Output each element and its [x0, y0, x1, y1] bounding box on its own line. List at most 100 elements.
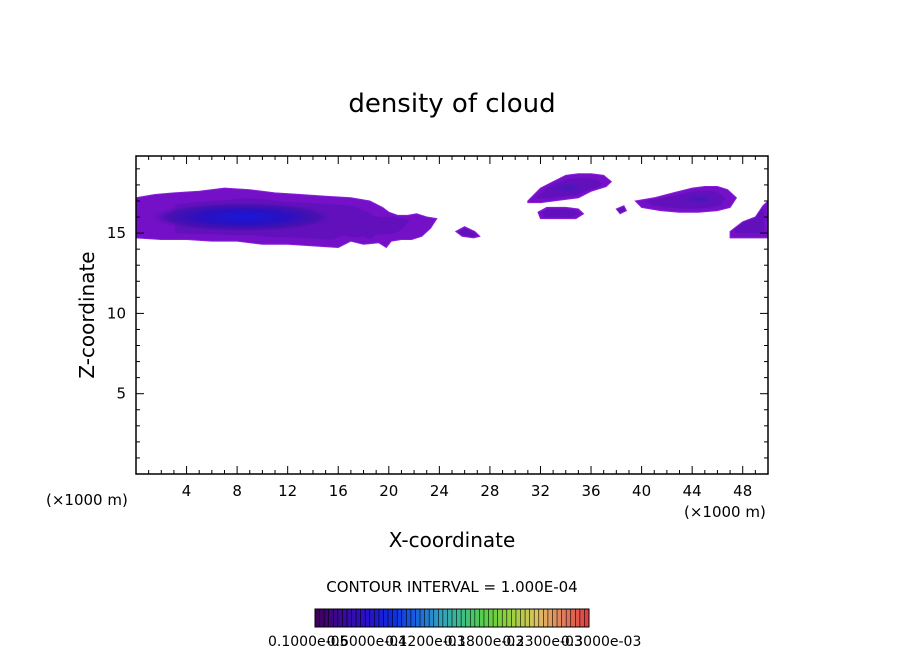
colorbar-cell — [488, 609, 494, 627]
colorbar-cell — [383, 609, 389, 627]
x-tick-label: 32 — [531, 482, 550, 500]
colorbar-cell — [337, 609, 343, 627]
cloud-region-5-inner — [617, 206, 626, 213]
cloud-region-2-inner — [458, 228, 477, 237]
colorbar-cell — [570, 609, 576, 627]
colorbar-cell — [552, 609, 558, 627]
colorbar-cell — [525, 609, 530, 627]
y-tick-label: 5 — [116, 385, 126, 403]
colorbar-cell — [333, 609, 339, 627]
colorbar-label: 0.3000e-03 — [561, 634, 641, 650]
colorbar-cell — [410, 609, 416, 627]
colorbar-frame — [314, 608, 590, 628]
cloud-core-1 — [148, 201, 339, 233]
colorbar-cell — [529, 609, 535, 627]
colorbar-cell — [369, 609, 375, 627]
colorbar-label: 0.2300e-03 — [502, 634, 582, 650]
colorbar-cell — [575, 609, 581, 627]
colorbar-cell — [515, 609, 521, 627]
chart-title: density of cloud — [348, 89, 555, 119]
cloud-region-7-inner — [734, 207, 765, 234]
colorbar-cell — [474, 609, 480, 627]
colorbar-cell — [346, 609, 352, 627]
colorbar-cell — [356, 609, 361, 627]
colorbar-cell — [378, 609, 384, 627]
colorbar-cell — [319, 609, 325, 627]
colorbar-cell — [424, 609, 430, 627]
x-tick-label: 20 — [379, 482, 398, 500]
x-tick-label: 36 — [581, 482, 600, 500]
colorbar-cell — [374, 609, 380, 627]
colorbar-labels: 0.1000e-050.6000e-040.1200e-030.1800e-03… — [268, 634, 641, 650]
y-tick-label: 15 — [107, 224, 126, 242]
colorbar-cell — [557, 609, 562, 627]
cloud-contours — [136, 173, 768, 249]
colorbar-cell — [579, 609, 585, 627]
colorbar-cell — [392, 609, 398, 627]
x-tick-labels: 4 8 12 16 20 24 28 32 36 40 44 48 — [182, 482, 752, 500]
colorbar-cell — [401, 609, 407, 627]
y-tick-labels: 5 10 15 — [107, 224, 126, 403]
colorbar-cell — [538, 609, 544, 627]
x-tick-label: 28 — [480, 482, 499, 500]
colorbar — [314, 608, 590, 628]
x-axis-label: X-coordinate — [389, 528, 516, 552]
colorbar-cell — [438, 609, 444, 627]
colorbar-cell — [351, 609, 357, 627]
colorbar-cell — [420, 609, 425, 627]
x-unit-left: (×1000 m) — [46, 491, 128, 509]
colorbar-cell — [566, 609, 572, 627]
colorbar-cell — [433, 609, 439, 627]
colorbar-cell — [388, 609, 393, 627]
colorbar-label: 0.1000e-05 — [268, 634, 348, 650]
colorbar-cell — [520, 609, 526, 627]
colorbar-cell — [397, 609, 403, 627]
x-tick-label: 48 — [733, 482, 752, 500]
colorbar-cell — [456, 609, 462, 627]
colorbar-cell — [470, 609, 476, 627]
colorbar-cell — [415, 609, 421, 627]
colorbar-cell — [360, 609, 366, 627]
axis-ticks — [136, 156, 768, 474]
colorbar-cell — [442, 609, 448, 627]
cloud-core-3 — [543, 180, 594, 196]
colorbar-cell — [493, 609, 498, 627]
colorbar-cell — [328, 609, 334, 627]
colorbar-label: 0.1800e-03 — [444, 634, 524, 650]
x-tick-label: 12 — [278, 482, 297, 500]
colorbar-cell — [452, 609, 457, 627]
colorbar-cell — [497, 609, 503, 627]
colorbar-label: 0.6000e-04 — [327, 634, 408, 650]
colorbar-cell — [502, 609, 508, 627]
x-tick-label: 40 — [632, 482, 651, 500]
colorbar-cell — [561, 609, 567, 627]
x-tick-label: 24 — [430, 482, 449, 500]
x-tick-label: 4 — [182, 482, 192, 500]
colorbar-cell — [315, 609, 320, 627]
colorbar-cell — [429, 609, 435, 627]
colorbar-cell — [406, 609, 412, 627]
colorbar-cell — [479, 609, 485, 627]
x-tick-label: 44 — [683, 482, 702, 500]
colorbar-cell — [547, 609, 553, 627]
colorbar-cell — [506, 609, 512, 627]
colorbar-cell — [543, 609, 549, 627]
colorbar-cell — [584, 609, 590, 627]
x-tick-label: 16 — [329, 482, 348, 500]
colorbar-cell — [483, 609, 489, 627]
cloud-core-6 — [670, 192, 727, 207]
colorbar-cell — [461, 609, 466, 627]
y-tick-label: 10 — [107, 304, 126, 322]
colorbar-cell — [365, 609, 371, 627]
cloud-region-4-inner — [542, 209, 578, 217]
colorbar-cell — [342, 609, 348, 627]
x-tick-label: 8 — [232, 482, 242, 500]
colorbar-cell — [465, 609, 471, 627]
colorbar-cell — [511, 609, 517, 627]
colorbar-cell — [324, 609, 329, 627]
y-axis-label: Z-coordinate — [75, 251, 99, 378]
colorbar-label: 0.1200e-03 — [385, 634, 465, 650]
colorbar-cell — [534, 609, 540, 627]
contour-interval-label: CONTOUR INTERVAL = 1.000E-04 — [326, 578, 577, 596]
